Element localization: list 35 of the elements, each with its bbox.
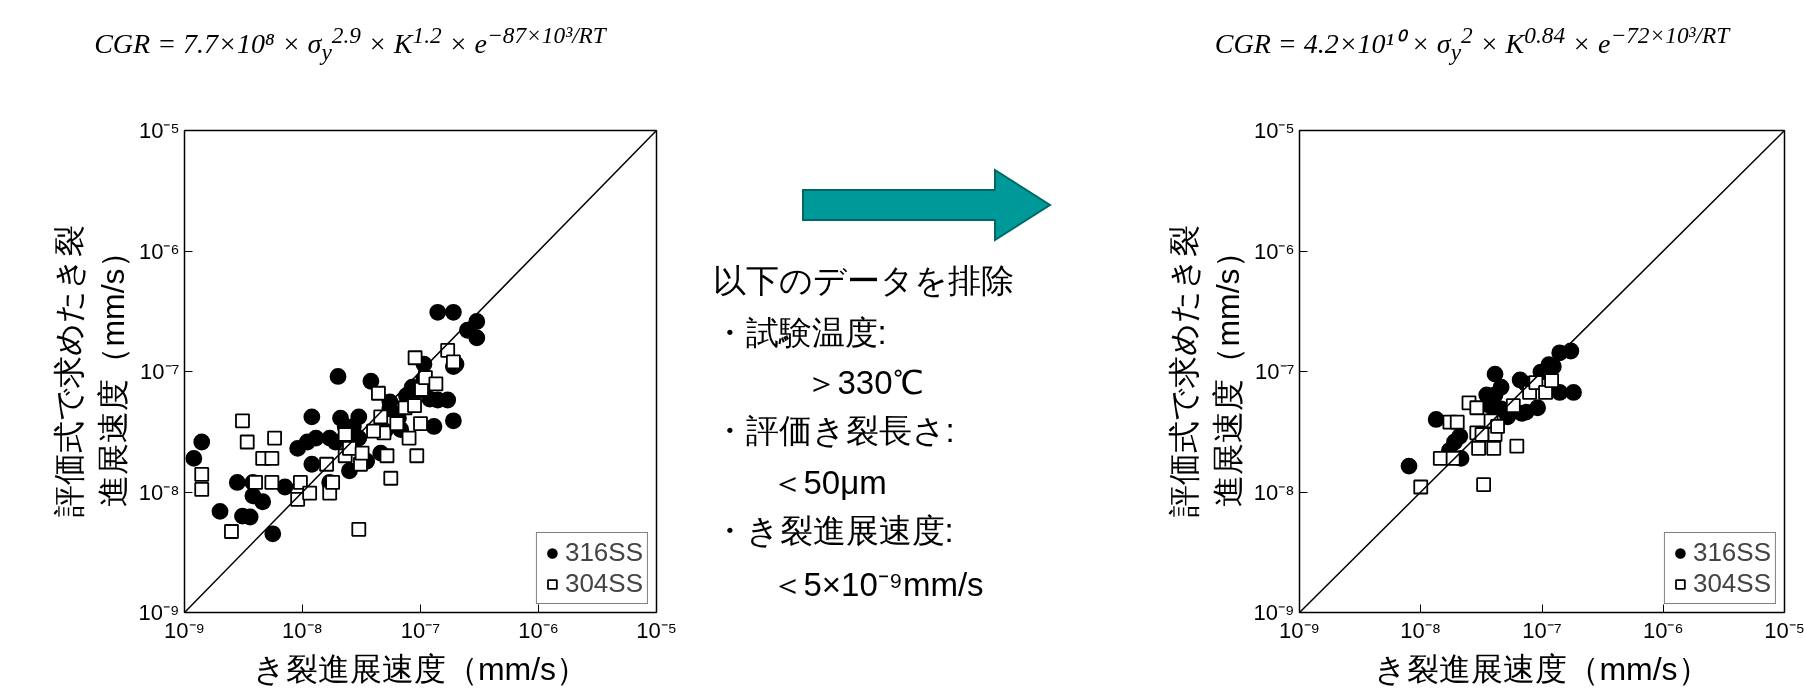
- x-tick-label: 10⁻⁹: [1279, 617, 1320, 643]
- text: ＜50μm: [770, 464, 887, 501]
- y-tick-label: 10⁻⁵: [1253, 118, 1295, 143]
- x-tick-label: 10⁻⁷: [1522, 617, 1562, 643]
- x-tick-label: 10⁻⁶: [1642, 617, 1684, 643]
- legend-label: 316SS: [1692, 537, 1771, 568]
- text: ・評価き裂長さ:: [712, 412, 955, 449]
- legend-label: 304SS: [1692, 568, 1771, 599]
- y-tick-label: 10⁻⁵: [138, 118, 180, 143]
- text: ・試験温度:: [712, 314, 887, 351]
- x-axis-title: き裂進展速度（mm/s）: [252, 650, 589, 687]
- text: ・き裂進展速度:: [712, 512, 954, 549]
- text: 以下のデータを排除: [712, 262, 1014, 299]
- legend-label: 316SS: [564, 537, 643, 568]
- x-tick-label: 10⁻⁸: [1400, 617, 1442, 643]
- y-tick-label: 10⁻⁷: [140, 359, 180, 384]
- y-axis-title: 評価式で求めたき裂進展速度（mm/s）: [1166, 225, 1246, 518]
- x-tick-label: 10⁻⁵: [1764, 617, 1804, 643]
- y-tick-label: 10⁻⁸: [138, 479, 180, 505]
- x-tick-label: 10⁻⁵: [636, 617, 677, 643]
- x-tick-label: 10⁻⁹: [164, 617, 205, 643]
- text: ＜5×10⁻⁹mm/s: [770, 566, 984, 603]
- x-tick-label: 10⁻⁶: [518, 617, 559, 643]
- y-axis-title: 評価式で求めたき裂進展速度（mm/s）: [51, 225, 131, 518]
- x-tick-label: 10⁻⁷: [400, 617, 441, 643]
- legend-label: 304SS: [564, 568, 643, 599]
- chart-title: CGR = 4.2×10¹⁰ × σ$_{y}$$^{2}$ × K$^{0.84}$ × e$^{−72×10³/RT}$: [1213, 21, 1732, 67]
- y-tick-label: 10⁻⁸: [1253, 479, 1295, 505]
- chart-title: CGR = 7.7×10⁸ × σ$_{y}$$^{2.9}$ × K$^{1.2}$ × e$^{−87×10³/RT}$: [93, 21, 608, 67]
- text: ＞330℃: [804, 364, 923, 401]
- x-tick-label: 10⁻⁸: [282, 617, 323, 643]
- x-axis-title: き裂進展速度（mm/s）: [1374, 650, 1710, 687]
- y-tick-label: 10⁻⁷: [1255, 359, 1295, 384]
- y-tick-label: 10⁻⁶: [1253, 238, 1295, 264]
- y-tick-label: 10⁻⁶: [138, 238, 180, 264]
